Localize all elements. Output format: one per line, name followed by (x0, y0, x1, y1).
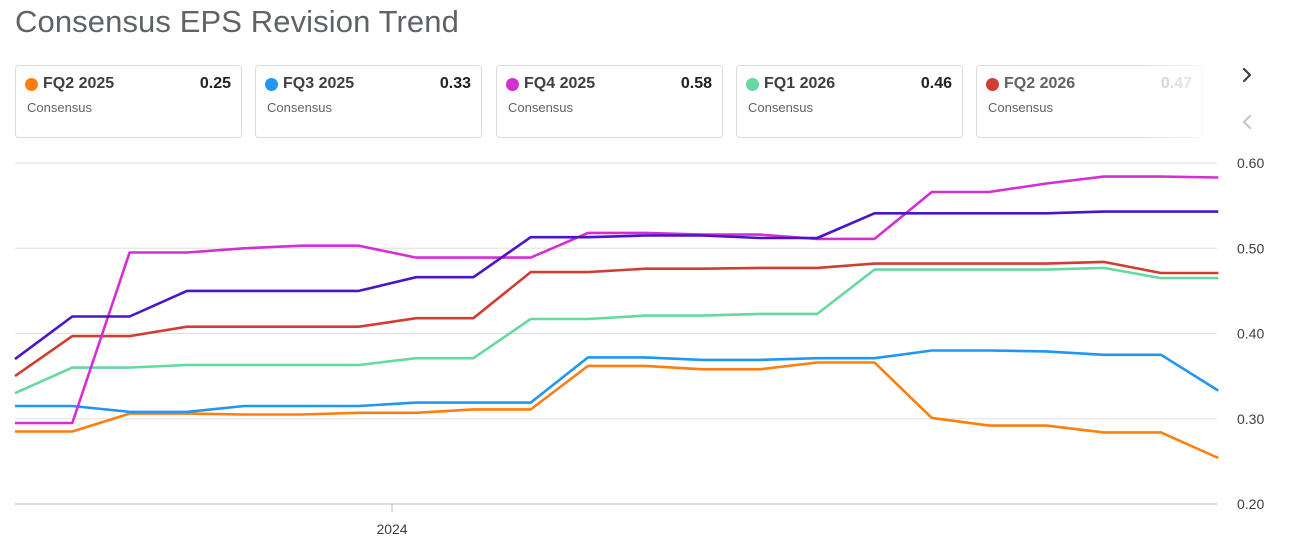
series-card-subtitle: Consensus (508, 100, 574, 115)
series-line-fq1-2026[interactable] (14, 266, 1219, 395)
y-tick-label: 0.40 (1237, 326, 1264, 342)
series-color-dot (25, 78, 38, 91)
series-card-name: FQ4 2025 (524, 75, 596, 92)
series-card-subtitle: Consensus (988, 100, 1054, 115)
series-card-value: 0.46 (920, 75, 952, 92)
series-card-subtitle: Consensus (27, 100, 93, 115)
series-color-dot (986, 78, 999, 91)
series-line-fq2-2026[interactable] (14, 260, 1219, 378)
y-tick-label: 0.20 (1237, 496, 1264, 512)
series-card-fq1-2026[interactable]: FQ1 2026 0.46 Consensus (736, 65, 963, 138)
series-card-name: FQ2 2026 (1004, 75, 1076, 92)
series-card-fq4-2025[interactable]: FQ4 2025 0.58 Consensus (496, 65, 723, 138)
series-color-dot (506, 78, 519, 91)
series-line-fq3-2025[interactable] (15, 349, 1219, 414)
series-card-value: 0.58 (680, 75, 712, 92)
series-card-fq2-2026[interactable]: FQ2 2026 0.47 Consensus (976, 65, 1203, 138)
page-title: Consensus EPS Revision Trend (15, 4, 459, 39)
chevron-left-icon (1242, 114, 1252, 130)
series-color-dot (265, 78, 278, 91)
y-tick-label: 0.30 (1237, 411, 1264, 427)
series-card-subtitle: Consensus (267, 100, 333, 115)
series-card-name: FQ3 2025 (283, 75, 355, 92)
series-line-unnamed[interactable] (14, 210, 1219, 361)
prev-cards-button[interactable] (1232, 107, 1262, 137)
series-card-value: 0.47 (1160, 75, 1192, 92)
series-card-name: FQ1 2026 (764, 75, 836, 92)
series-card-fq2-2025[interactable]: FQ2 2025 0.25 Consensus (15, 65, 242, 138)
eps-line-chart: 0.60 0.50 0.40 0.30 0.20 2024 (14, 155, 1264, 537)
series-line-fq4-2025[interactable] (15, 175, 1219, 425)
series-card-value: 0.25 (199, 75, 231, 92)
series-color-dot (746, 78, 759, 91)
series-card-value: 0.33 (439, 75, 471, 92)
series-line-fq2-2025[interactable] (15, 361, 1219, 460)
next-cards-button[interactable] (1232, 60, 1262, 90)
y-tick-label: 0.50 (1237, 240, 1264, 256)
chevron-right-icon (1242, 67, 1252, 83)
series-card-strip: FQ2 2025 0.25 Consensus FQ3 2025 0.33 Co… (15, 65, 1205, 140)
series-card-subtitle: Consensus (748, 100, 814, 115)
series-card-name: FQ2 2025 (43, 75, 115, 92)
y-tick-label: 0.60 (1237, 155, 1264, 171)
x-tick-label: 2024 (376, 521, 407, 537)
series-card-fq3-2025[interactable]: FQ3 2025 0.33 Consensus (255, 65, 482, 138)
